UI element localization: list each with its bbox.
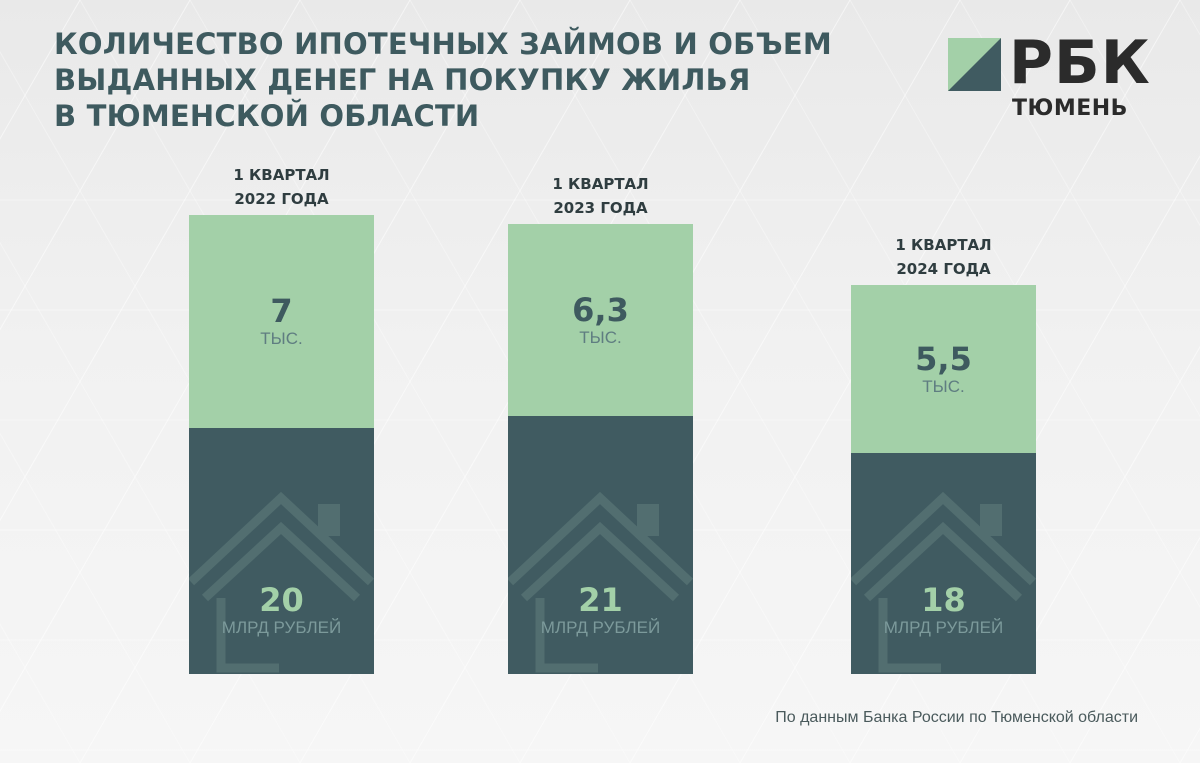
column-label-line: 2024 ГОДА	[896, 259, 991, 278]
logo-wordmark: РБК	[1009, 28, 1151, 98]
loan-count-value: 5,5	[915, 339, 972, 378]
loan-count-unit: ТЫС.	[579, 327, 622, 347]
column-label-line: 1 КВАРТАЛ	[895, 235, 992, 254]
column-label: 1 КВАРТАЛ 2023 ГОДА	[501, 172, 701, 220]
house-icon	[189, 492, 374, 673]
column-label-line: 1 КВАРТАЛ	[552, 174, 649, 193]
house-icon	[851, 491, 1036, 673]
stacked-bar: 7 ТЫС. 20 МЛРД РУБЛЕЙ	[189, 214, 374, 674]
column-label: 1 КВАРТАЛ 2022 ГОДА	[182, 163, 382, 211]
column-label-line: 1 КВАРТАЛ	[233, 165, 330, 184]
loan-volume-value: 18	[921, 580, 966, 619]
loan-volume-unit: МЛРД РУБЛЕЙ	[540, 617, 661, 637]
loan-count-segment: 6,3 ТЫС.	[508, 223, 693, 416]
column-label: 1 КВАРТАЛ 2024 ГОДА	[844, 233, 1044, 281]
loan-volume-unit: МЛРД РУБЛЕЙ	[883, 617, 1004, 637]
column-label-line: 2022 ГОДА	[234, 189, 329, 208]
logo-city: ТЮМЕНЬ	[1012, 96, 1128, 121]
rbc-logo: РБК ТЮМЕНЬ	[948, 30, 1150, 128]
rbc-logo-mark-icon	[948, 38, 1001, 91]
source-note: По данным Банка России по Тюменской обла…	[775, 709, 1138, 726]
loan-count-segment: 7 ТЫС.	[189, 214, 374, 428]
loan-volume-segment: 21 МЛРД РУБЛЕЙ	[508, 415, 693, 674]
house-icon	[508, 491, 693, 673]
stacked-bar: 5,5 ТЫС. 18 МЛРД РУБЛЕЙ	[851, 284, 1036, 674]
stacked-bar: 6,3 ТЫС. 21 МЛРД РУБЛЕЙ	[508, 223, 693, 674]
loan-count-value: 6,3	[572, 290, 629, 329]
column-label-line: 2023 ГОДА	[553, 198, 648, 217]
loan-count-unit: ТЫС.	[922, 376, 965, 396]
loan-volume-segment: 18 МЛРД РУБЛЕЙ	[851, 452, 1036, 674]
loan-volume-unit: МЛРД РУБЛЕЙ	[221, 618, 342, 637]
title-line: ВЫДАННЫХ ДЕНЕГ НА ПОКУПКУ ЖИЛЬЯ	[54, 63, 751, 97]
loan-count-segment: 5,5 ТЫС.	[851, 284, 1036, 453]
loan-volume-segment: 20 МЛРД РУБЛЕЙ	[189, 428, 374, 674]
loan-count-unit: ТЫС.	[260, 329, 303, 349]
loan-count-value: 7	[270, 292, 293, 331]
title-line: В ТЮМЕНСКОЙ ОБЛАСТИ	[54, 99, 480, 133]
loan-volume-value: 21	[578, 580, 623, 619]
loan-volume-value: 20	[259, 581, 304, 619]
title-line: КОЛИЧЕСТВО ИПОТЕЧНЫХ ЗАЙМОВ И ОБЪЕМ	[54, 27, 832, 61]
chart-title: КОЛИЧЕСТВО ИПОТЕЧНЫХ ЗАЙМОВ И ОБЪЕМ ВЫДА…	[54, 26, 832, 134]
